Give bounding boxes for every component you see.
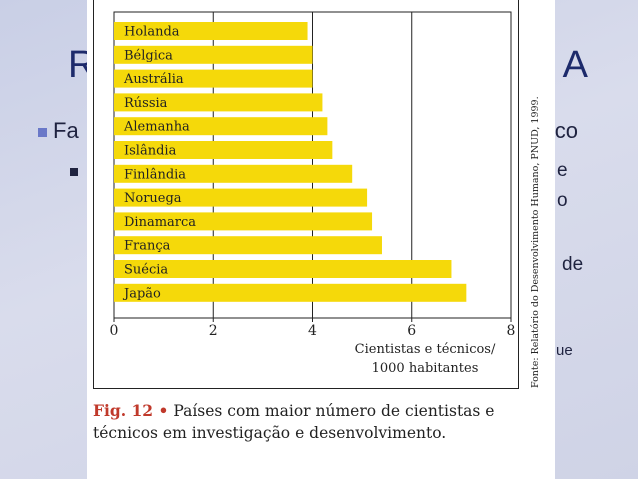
slide-title-right: A — [562, 43, 588, 86]
x-tick-label: 2 — [209, 323, 218, 339]
bar — [114, 236, 382, 255]
category-label: Bélgica — [124, 48, 173, 63]
bar — [114, 117, 328, 136]
bar — [114, 188, 368, 207]
category-label: Noruega — [124, 191, 182, 206]
bullet-1-right: co — [554, 118, 578, 143]
slide-bullet-1: Fa co — [38, 118, 578, 144]
slide-fragment-e: e — [557, 160, 568, 181]
x-axis-label: Cientistas e técnicos/ 1000 habitantes — [330, 340, 520, 378]
slide-fragment-o: o — [557, 190, 568, 211]
chart-frame — [93, 0, 519, 389]
bar — [114, 69, 313, 88]
bullet-1-left: Fa — [53, 118, 79, 143]
category-label: Islândia — [124, 144, 177, 159]
category-label: Alemanha — [123, 120, 190, 135]
bar — [114, 141, 333, 159]
source-note: Fonte: Relatório do Desenvolvimento Huma… — [530, 96, 541, 388]
x-axis-label-line2: 1000 habitantes — [371, 361, 479, 376]
bar — [114, 164, 353, 183]
category-label: Rússia — [124, 96, 168, 111]
bar — [114, 93, 323, 112]
slide-fragment-de: de — [562, 254, 584, 275]
bar — [114, 45, 313, 64]
figure-label: Fig. 12 • — [93, 401, 169, 420]
x-tick-label: 4 — [308, 323, 317, 339]
category-label: Dinamarca — [124, 215, 196, 230]
x-tick-label: 8 — [507, 323, 516, 339]
bar — [114, 283, 467, 302]
figure-caption-text: Países com maior número de cientistas e … — [93, 402, 495, 442]
slide-bullet-2 — [70, 160, 78, 183]
sub-bullet-square-icon — [70, 167, 78, 176]
category-label: França — [124, 239, 171, 254]
bar — [114, 22, 308, 40]
x-tick-label: 0 — [110, 323, 119, 339]
bar — [114, 260, 452, 278]
category-label: Austrália — [123, 72, 184, 87]
bullet-square-icon — [38, 127, 47, 137]
category-label: Japão — [122, 286, 161, 301]
category-label: Finlândia — [124, 167, 186, 182]
category-label: Holanda — [124, 25, 180, 40]
x-tick-label: 6 — [407, 323, 416, 339]
x-axis-label-line1: Cientistas e técnicos/ — [354, 342, 496, 357]
slide-fragment-ue: ue — [556, 342, 573, 359]
figure-caption: Fig. 12 • Países com maior número de cie… — [93, 400, 533, 444]
category-label: Suécia — [124, 263, 168, 278]
bar — [114, 212, 373, 231]
